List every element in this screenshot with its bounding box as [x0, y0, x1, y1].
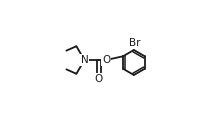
- Text: O: O: [102, 55, 111, 65]
- Text: N: N: [81, 55, 88, 65]
- Text: O: O: [95, 74, 103, 84]
- Text: Br: Br: [129, 38, 140, 48]
